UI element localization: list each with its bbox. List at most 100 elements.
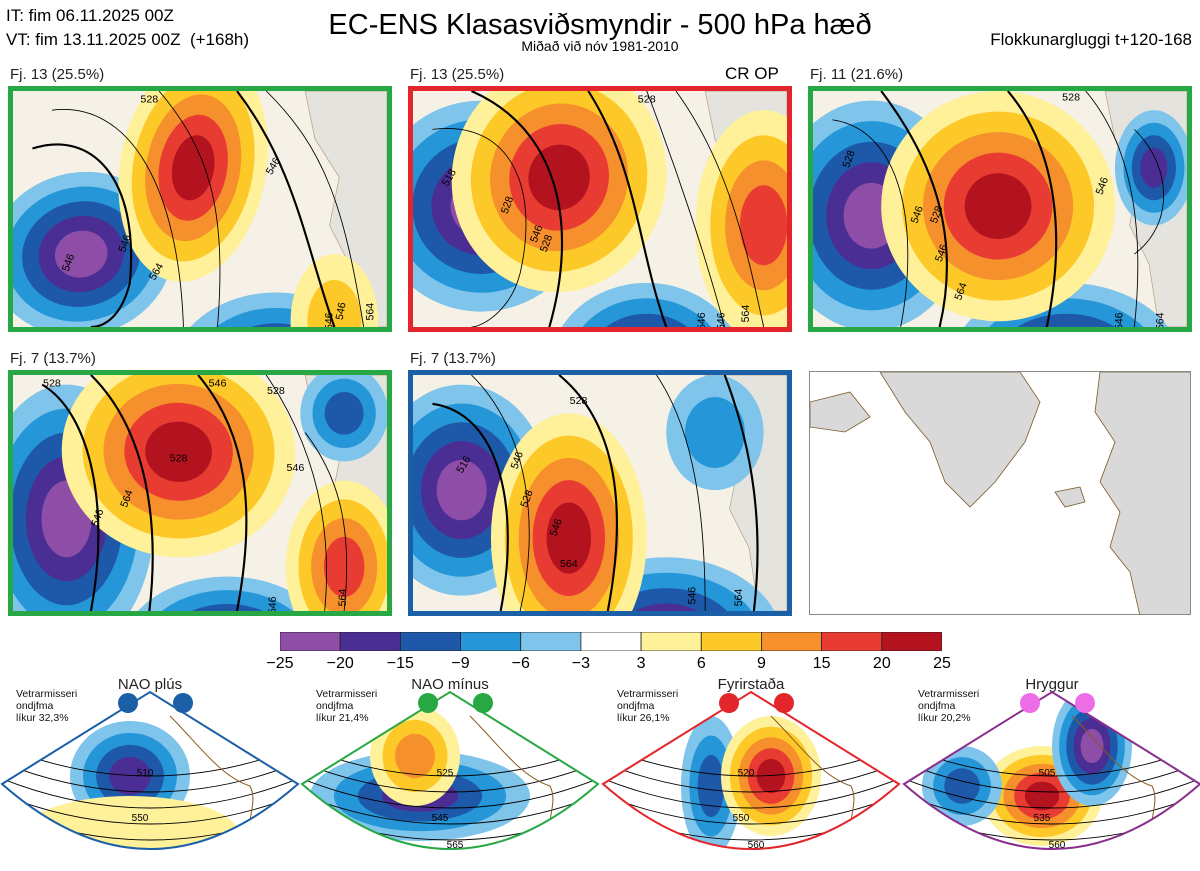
regime-contour-label: 535 <box>1034 813 1051 824</box>
contour-label: 546 <box>933 243 951 264</box>
anomaly-shading <box>1140 147 1168 188</box>
anomaly-shading <box>109 756 151 796</box>
page-subtitle: Miðað við nóv 1981-2010 <box>521 38 679 54</box>
regime-metadata: Vetrarmisseri ondjfma líkur 21,4% <box>316 688 378 724</box>
header-times: IT: fim 06.11.2025 00Z VT: fim 13.11.2025… <box>6 4 249 52</box>
contour-label: 528 <box>638 94 656 106</box>
anomaly-shading <box>1017 313 1116 327</box>
contour-label: 546 <box>1114 312 1126 327</box>
regime-contour-label: 560 <box>748 840 765 851</box>
anomaly-shading <box>634 603 698 611</box>
contour-label: 528 <box>538 233 556 254</box>
anomaly-shading <box>964 173 1032 240</box>
anomaly-shading <box>944 768 980 804</box>
height-contour <box>656 375 706 611</box>
contour-label: 546 <box>509 450 527 471</box>
regime-contour <box>603 761 899 793</box>
contour-label: 528 <box>840 149 858 170</box>
regime-contour <box>904 793 1200 825</box>
contour-label: 528 <box>267 385 285 397</box>
cluster-map-panel: 528 546 516 528 546 564 546 564 <box>408 370 792 616</box>
anomaly-shading <box>395 733 435 779</box>
height-contour <box>32 143 133 327</box>
height-contour <box>832 119 909 327</box>
contour-label: 546 <box>287 462 305 474</box>
regime-contour-label: 560 <box>1049 840 1066 851</box>
regime-contour-label: 525 <box>437 768 454 779</box>
colorbar-tick-label: −20 <box>326 655 354 672</box>
regime-panel: Vetrarmisseri ondjfma líkur 20,2% Hryggur… <box>902 676 1200 871</box>
colorbar-swatch <box>821 631 883 652</box>
contour-label: 564 <box>740 305 752 323</box>
regime-fan-map: 510 550 <box>0 690 300 850</box>
panel-3-label: Fj. 11 (21.6%) <box>810 66 904 83</box>
contour-label: 528 <box>170 452 188 464</box>
regime-contour <box>2 777 298 809</box>
colorbar-swatch <box>399 631 461 652</box>
regime-metadata: Vetrarmisseri ondjfma líkur 20,2% <box>918 688 980 724</box>
colorbar-swatch <box>339 631 401 652</box>
contour-label: 546 <box>909 204 927 225</box>
colorbar-swatch <box>761 631 823 652</box>
contour-label: 564 <box>952 281 970 302</box>
regime-fan-map: 520 550 560 <box>601 690 901 851</box>
regime-contour <box>904 777 1200 809</box>
colorbar-swatch <box>640 631 702 652</box>
colorbar-tick-label: 6 <box>696 655 706 672</box>
regime-contour <box>302 761 598 793</box>
base-map-coastlines <box>810 372 1190 614</box>
anomaly-shading <box>1080 728 1104 764</box>
regime-title: NAO plús <box>117 676 183 693</box>
contour-label: 564 <box>364 303 376 321</box>
regime-indicator-dot <box>774 693 794 713</box>
contour-label: 546 <box>696 312 708 327</box>
colorbar-tick-label: 3 <box>636 655 646 672</box>
height-contour <box>236 91 336 327</box>
height-contour <box>51 109 184 327</box>
anomaly-shading <box>20 796 240 849</box>
anomaly-shading <box>191 603 263 611</box>
regime-indicator-dot <box>118 693 138 713</box>
regime-metadata: Vetrarmisseri ondjfma líkur 26,1% <box>617 688 679 724</box>
anomaly-shading <box>756 758 786 794</box>
height-contour <box>558 375 618 611</box>
contour-label: 528 <box>499 195 517 216</box>
regime-panel: Vetrarmisseri ondjfma líkur 32,3% NAO plú… <box>0 676 300 871</box>
height-contour <box>471 91 564 327</box>
cluster-map-panel: 528 546 528 546 564 528 546 546 564 <box>8 370 392 616</box>
contour-label: 564 <box>337 589 349 607</box>
cluster-map: 528 546 528 546 564 528 546 546 564 <box>13 375 387 611</box>
regime-contour-label: 565 <box>447 840 464 851</box>
contour-label: 564 <box>560 558 578 570</box>
anomaly-shading <box>1024 781 1060 811</box>
height-contour <box>265 375 327 611</box>
colorbar-tick-label: 9 <box>757 655 766 672</box>
colorbar-tick-label: −25 <box>266 655 294 672</box>
colorbar-tick-label: 25 <box>933 655 951 672</box>
contour-label: 546 <box>267 596 279 611</box>
contour-label: 546 <box>528 224 546 245</box>
classification-window: Flokkunargluggi t+120-168 <box>990 30 1192 49</box>
contour-label: 528 <box>43 378 61 390</box>
height-contour <box>41 383 100 611</box>
colorbar-tick-label: −9 <box>451 655 470 672</box>
anomaly-shading <box>528 144 590 211</box>
colorbar-tick-label: 20 <box>872 655 891 672</box>
regime-contour <box>2 793 298 825</box>
regime-fan-border <box>902 690 1200 850</box>
regime-contour-label: 510 <box>137 768 154 779</box>
anomaly-shading <box>323 536 365 597</box>
panel-4-label: Fj. 7 (13.7%) <box>10 350 96 367</box>
panel-2-label: Fj. 13 (25.5%) <box>410 66 505 83</box>
regime-contour <box>302 793 598 825</box>
regime-fan-border <box>0 690 300 850</box>
contour-label: 564 <box>1155 312 1167 327</box>
colorbar-tick-label: −15 <box>386 655 414 672</box>
contour-label: 528 <box>140 94 158 106</box>
regime-indicator-dot <box>473 693 493 713</box>
regime-contour <box>603 793 899 825</box>
regime-fan-map: 525 545 565 <box>300 690 600 851</box>
height-contour <box>158 91 221 327</box>
